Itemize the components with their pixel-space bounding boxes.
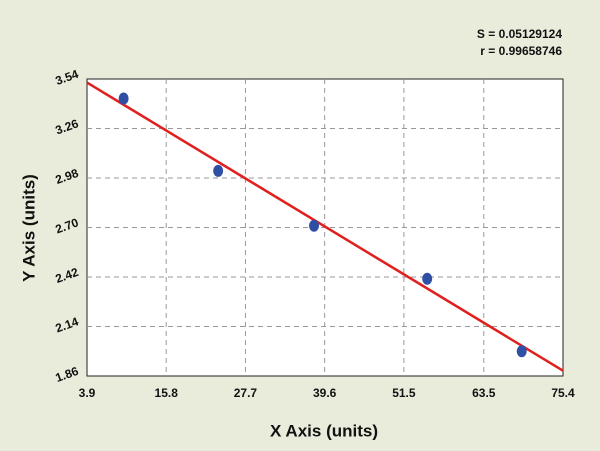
data-point bbox=[118, 92, 129, 105]
x-tick-label: 75.4 bbox=[551, 386, 575, 400]
fit-line bbox=[86, 81, 564, 372]
data-point bbox=[422, 272, 433, 285]
x-tick-label: 3.9 bbox=[79, 386, 96, 400]
x-tick-label: 63.5 bbox=[472, 386, 496, 400]
annotation: S = 0.05129124 bbox=[477, 27, 562, 41]
data-point bbox=[516, 345, 527, 358]
annotation: r = 0.99658746 bbox=[480, 44, 562, 58]
x-tick-label: 51.5 bbox=[392, 386, 416, 400]
y-axis-label: Y Axis (units) bbox=[19, 174, 38, 282]
x-tick-label: 15.8 bbox=[155, 386, 179, 400]
x-axis-label: X Axis (units) bbox=[270, 421, 378, 440]
data-point bbox=[213, 164, 224, 177]
data-point bbox=[309, 219, 320, 232]
x-tick-label: 39.6 bbox=[313, 386, 337, 400]
x-tick-label: 27.7 bbox=[234, 386, 258, 400]
